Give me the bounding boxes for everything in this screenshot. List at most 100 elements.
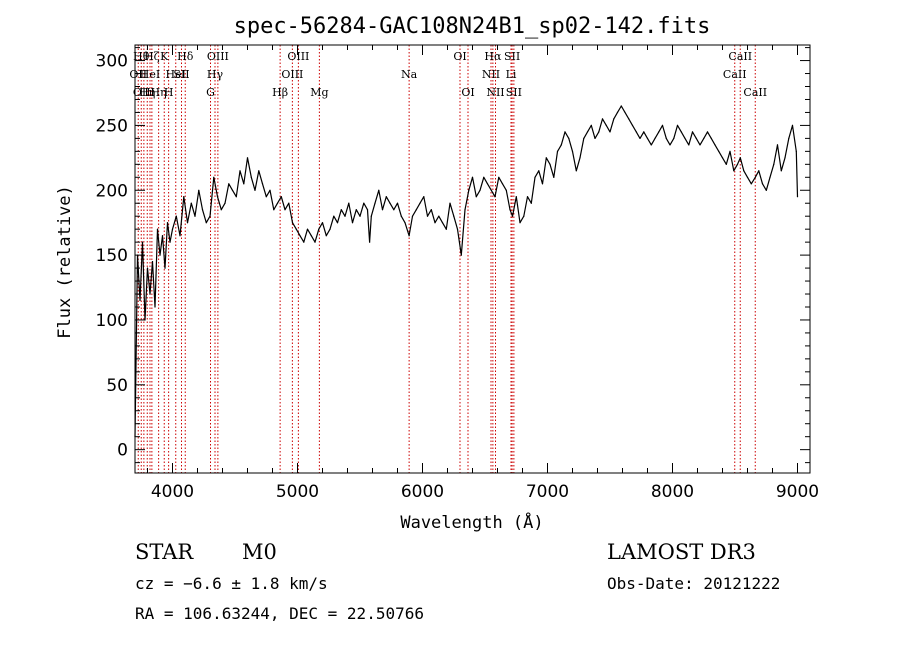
line-label-10: SII [173, 68, 189, 81]
data-point [676, 124, 679, 126]
data-point [509, 209, 511, 211]
data-point [239, 170, 241, 172]
line-label-24: NII [486, 86, 504, 99]
line-label-26: SII [504, 50, 520, 63]
line-label-16: OIII [281, 68, 303, 81]
data-point [475, 196, 477, 198]
data-point [351, 222, 354, 224]
line-label-17: OIII [287, 50, 309, 63]
data-point [348, 202, 350, 204]
data-point [318, 228, 320, 230]
data-point [441, 222, 444, 224]
data-point [161, 235, 164, 237]
line-label-28: CaII [723, 68, 747, 81]
data-point [359, 215, 361, 217]
data-point [598, 131, 600, 133]
line-label-22: NII [482, 68, 500, 81]
data-point [721, 157, 724, 159]
x-tick-label: 9000 [776, 482, 819, 502]
data-point [344, 215, 346, 217]
y-tick-label: 250 [96, 116, 128, 136]
y-tick-label: 150 [96, 246, 128, 266]
data-point [186, 222, 189, 224]
data-point [620, 105, 622, 107]
data-point [583, 137, 585, 139]
data-point [280, 196, 282, 198]
data-point [743, 170, 745, 172]
data-point [396, 202, 399, 204]
data-point [385, 196, 387, 198]
x-tick-label: 5000 [276, 482, 319, 502]
data-point [468, 189, 470, 191]
data-point [545, 157, 547, 159]
data-point [423, 196, 425, 198]
data-point [171, 228, 174, 230]
line-label-19: Na [401, 68, 418, 81]
line-label-15: Hβ [272, 86, 288, 99]
data-point [761, 183, 764, 185]
data-point [699, 144, 701, 146]
chart-title: spec-56284-GAC108N24B1_sp02-142.fits [234, 14, 711, 39]
data-point [635, 131, 637, 133]
data-point [729, 150, 731, 152]
line-label-12: G [206, 86, 215, 99]
data-point [363, 202, 365, 204]
line-label-18: Mg [310, 86, 328, 99]
data-point [149, 293, 151, 295]
line-label-27: SII [506, 86, 522, 99]
data-point [739, 157, 741, 159]
data-point [791, 124, 794, 126]
data-point [194, 215, 196, 217]
y-tick-label: 100 [96, 311, 128, 331]
line-label-13: Hγ [207, 68, 224, 81]
data-point [183, 196, 185, 198]
data-point [733, 170, 735, 172]
data-point [526, 196, 529, 198]
data-point [534, 176, 536, 178]
data-point [164, 267, 166, 269]
data-point [190, 202, 192, 204]
data-point [288, 202, 290, 204]
y-tick-label: 300 [96, 52, 128, 72]
data-point [624, 111, 626, 113]
data-point [541, 183, 544, 185]
data-point [445, 228, 447, 230]
data-point [471, 176, 474, 178]
data-point [209, 215, 211, 217]
data-point [669, 144, 671, 146]
data-point [146, 267, 149, 269]
data-point [314, 241, 316, 243]
data-point [265, 196, 267, 198]
data-point [258, 170, 260, 172]
data-point [486, 183, 489, 185]
data-point [795, 150, 797, 152]
data-point [773, 163, 775, 165]
data-point [590, 124, 592, 126]
data-point [340, 209, 342, 211]
data-point [673, 137, 675, 139]
data-point [366, 209, 369, 211]
line-label-4: HeI [140, 68, 160, 81]
data-point [519, 222, 521, 224]
data-point [680, 131, 682, 133]
line-labels: OIIHθOIIIHηHeIHζHηKHHeISIIHδGHγOIIIHβOII… [129, 50, 767, 99]
y-tick-label: 0 [117, 441, 128, 461]
data-point [378, 189, 380, 191]
data-point [601, 118, 604, 120]
data-point [404, 222, 406, 224]
data-point [254, 189, 256, 191]
data-point [169, 241, 171, 243]
data-point [175, 215, 177, 217]
data-point [321, 222, 324, 224]
data-point [453, 215, 455, 217]
data-point [220, 209, 222, 211]
data-point [494, 196, 496, 198]
data-point [765, 189, 767, 191]
y-tick-label: 50 [106, 376, 128, 396]
data-point [213, 176, 215, 178]
data-point [151, 261, 154, 263]
line-label-7: K [160, 50, 169, 63]
data-point [400, 215, 402, 217]
data-point [261, 183, 264, 185]
x-tick-label: 8000 [651, 482, 694, 502]
